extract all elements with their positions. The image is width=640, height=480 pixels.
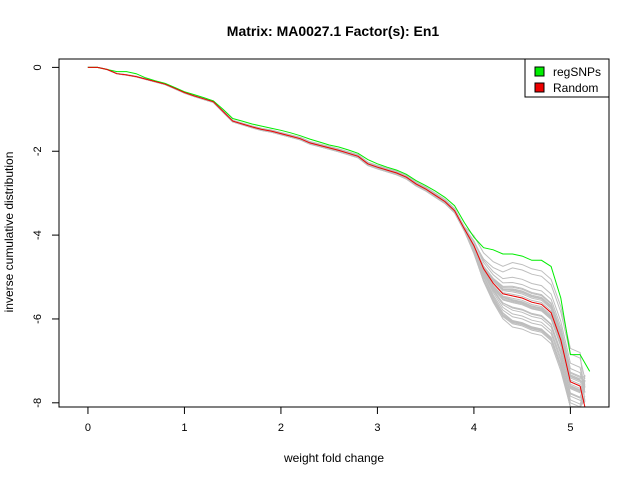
y-tick-label: -2	[32, 146, 44, 156]
legend-swatch	[534, 82, 545, 93]
x-tick-label: 1	[181, 422, 187, 434]
y-tick-label: -4	[32, 230, 44, 240]
x-tick-label: 3	[374, 422, 380, 434]
y-tick-label: -8	[32, 398, 44, 408]
legend: regSNPs Random	[524, 58, 610, 98]
x-tick-label: 2	[278, 422, 284, 434]
y-axis-label: inverse cumulative distribution	[2, 152, 16, 313]
legend-label: Random	[553, 81, 598, 95]
x-axis-label: weight fold change	[283, 451, 384, 465]
y-tick-label: -6	[32, 314, 44, 324]
y-tick-label: 0	[32, 64, 44, 70]
series-line-regsnps	[87, 66, 591, 372]
legend-swatch	[534, 66, 545, 77]
series-line-random	[87, 66, 586, 408]
x-tick-label: 5	[567, 422, 573, 434]
x-tick-label: 0	[85, 422, 91, 434]
chart-title: Matrix: MA0027.1 Factor(s): En1	[227, 23, 440, 39]
legend-label: regSNPs	[553, 65, 601, 79]
plot-frame	[58, 58, 610, 408]
x-tick-label: 4	[471, 422, 477, 434]
data-series-lines	[87, 66, 591, 408]
